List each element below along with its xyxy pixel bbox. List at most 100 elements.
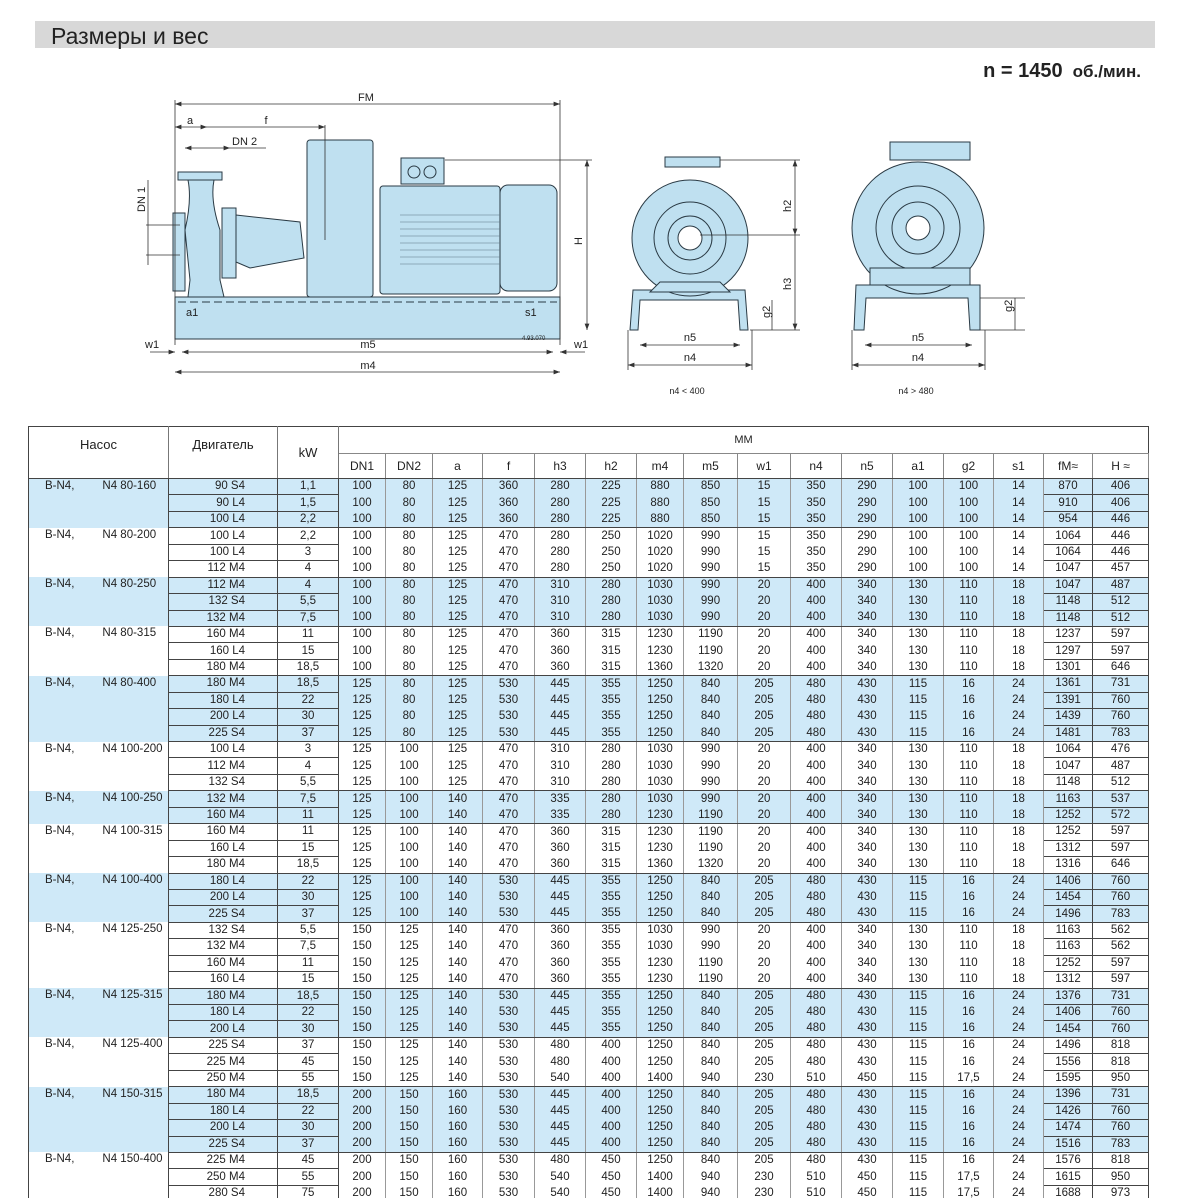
kw-cell: 4 — [277, 577, 339, 595]
pump-series: B-N4, — [45, 676, 75, 689]
value-cell: 24 — [993, 1070, 1044, 1088]
value-cell: 18 — [993, 938, 1044, 956]
value-cell: 880 — [636, 494, 684, 512]
value-cell: 125 — [338, 741, 386, 758]
value-cell: 480 — [790, 1037, 842, 1054]
pump-model-cell: B-N4, N4 80-200 — [28, 527, 169, 578]
table-row: 280 S4 75 200 150 160 530 540 450 1400 940 230 510 4… — [29, 1185, 1149, 1198]
h-cell: 512 — [1092, 593, 1149, 611]
h-cell: 973 — [1092, 1185, 1149, 1198]
value-cell: 24 — [993, 1020, 1044, 1038]
value-cell: 400 — [585, 1103, 637, 1120]
fm-cell: 1376 — [1043, 988, 1093, 1006]
kw-cell: 3 — [277, 544, 339, 562]
value-cell: 125 — [338, 856, 386, 874]
value-cell: 100 — [943, 478, 994, 495]
value-cell: 125 — [338, 708, 386, 726]
value-cell: 205 — [737, 1004, 791, 1021]
value-cell: 315 — [585, 840, 637, 857]
value-cell: 470 — [482, 938, 535, 956]
value-cell: 125 — [432, 774, 483, 792]
value-cell: 470 — [482, 840, 535, 857]
value-cell: 990 — [683, 544, 738, 561]
value-cell: 470 — [482, 527, 535, 545]
h-cell: 476 — [1092, 741, 1149, 759]
table-row: 100 L4 3 100 80 125 470 280 250 1020 990 15 350 290 1… — [29, 544, 1149, 562]
value-cell: 16 — [943, 1037, 994, 1054]
value-cell: 125 — [432, 757, 483, 775]
fm-cell: 1047 — [1043, 577, 1093, 595]
pump-model: N4 80-315 — [102, 627, 157, 640]
value-cell: 540 — [534, 1185, 586, 1198]
header-motor: Двигатель — [168, 426, 278, 479]
value-cell: 310 — [534, 757, 586, 775]
h-cell: 760 — [1092, 1103, 1149, 1121]
value-cell: 480 — [790, 725, 842, 743]
value-cell: 355 — [585, 1004, 637, 1021]
h-cell: 818 — [1092, 1152, 1149, 1170]
kw-cell: 15 — [277, 840, 339, 858]
value-cell: 840 — [683, 988, 738, 1005]
label-DN1: DN 1 — [136, 187, 148, 212]
table-row: 132 S4 5,5 100 80 125 470 310 280 1030 990 20 400 34… — [29, 593, 1149, 611]
value-cell: 110 — [943, 840, 994, 857]
value-cell: 340 — [841, 757, 893, 775]
value-cell: 125 — [432, 626, 483, 643]
kw-cell: 22 — [277, 1103, 339, 1121]
kw-cell: 45 — [277, 1053, 339, 1071]
value-cell: 400 — [790, 971, 842, 989]
column-header: DN1 — [338, 453, 386, 479]
value-cell: 480 — [790, 1136, 842, 1153]
value-cell: 310 — [534, 610, 586, 627]
label-FM: FM — [358, 92, 374, 104]
pump-series: B-N4, — [45, 874, 75, 886]
value-cell: 125 — [338, 807, 386, 825]
value-cell: 125 — [338, 692, 386, 709]
value-cell: 355 — [585, 988, 637, 1005]
value-cell: 16 — [943, 1053, 994, 1071]
value-cell: 16 — [943, 1119, 994, 1136]
h-cell: 731 — [1092, 1086, 1149, 1104]
value-cell: 445 — [534, 692, 586, 709]
fm-cell: 1252 — [1043, 807, 1093, 825]
value-cell: 340 — [841, 774, 893, 792]
column-header: h2 — [585, 453, 637, 479]
fm-cell: 1252 — [1043, 823, 1093, 841]
pump-model: N4 125-250 — [102, 923, 163, 936]
value-cell: 430 — [841, 873, 893, 890]
kw-cell: 30 — [277, 708, 339, 726]
value-cell: 17,5 — [943, 1168, 994, 1186]
value-cell: 100 — [338, 560, 386, 578]
table-row: 225 S4 37 200 150 160 530 445 400 1250 840 205 480 4… — [29, 1136, 1149, 1153]
value-cell: 445 — [534, 1086, 586, 1104]
fm-cell: 1163 — [1043, 922, 1093, 940]
value-cell: 445 — [534, 725, 586, 743]
value-cell: 430 — [841, 1136, 893, 1153]
value-cell: 20 — [737, 757, 791, 775]
value-cell: 990 — [683, 577, 738, 594]
value-cell: 200 — [338, 1103, 386, 1120]
h-cell: 537 — [1092, 790, 1149, 808]
value-cell: 115 — [892, 889, 944, 906]
value-cell: 125 — [338, 905, 386, 923]
kw-cell: 22 — [277, 1004, 339, 1022]
value-cell: 280 — [585, 790, 637, 808]
value-cell: 150 — [338, 955, 386, 972]
value-cell: 100 — [892, 478, 944, 495]
fm-cell: 1316 — [1043, 856, 1093, 874]
kw-cell: 11 — [277, 955, 339, 973]
value-cell: 840 — [683, 1119, 738, 1136]
value-cell: 280 — [585, 577, 637, 594]
h-cell: 760 — [1092, 1119, 1149, 1137]
kw-cell: 2,2 — [277, 511, 339, 529]
table-row: B-N4, N4 100-250 132 M4 7,5 125 100 140 470 335 2… — [28, 790, 1149, 824]
label-h2: h2 — [782, 200, 794, 212]
kw-cell: 15 — [277, 642, 339, 660]
value-cell: 430 — [841, 708, 893, 726]
value-cell: 355 — [585, 708, 637, 726]
value-cell: 290 — [841, 544, 893, 561]
value-cell: 280 — [534, 494, 586, 512]
value-cell: 130 — [892, 922, 944, 939]
value-cell: 230 — [737, 1185, 791, 1198]
value-cell: 480 — [790, 1103, 842, 1120]
